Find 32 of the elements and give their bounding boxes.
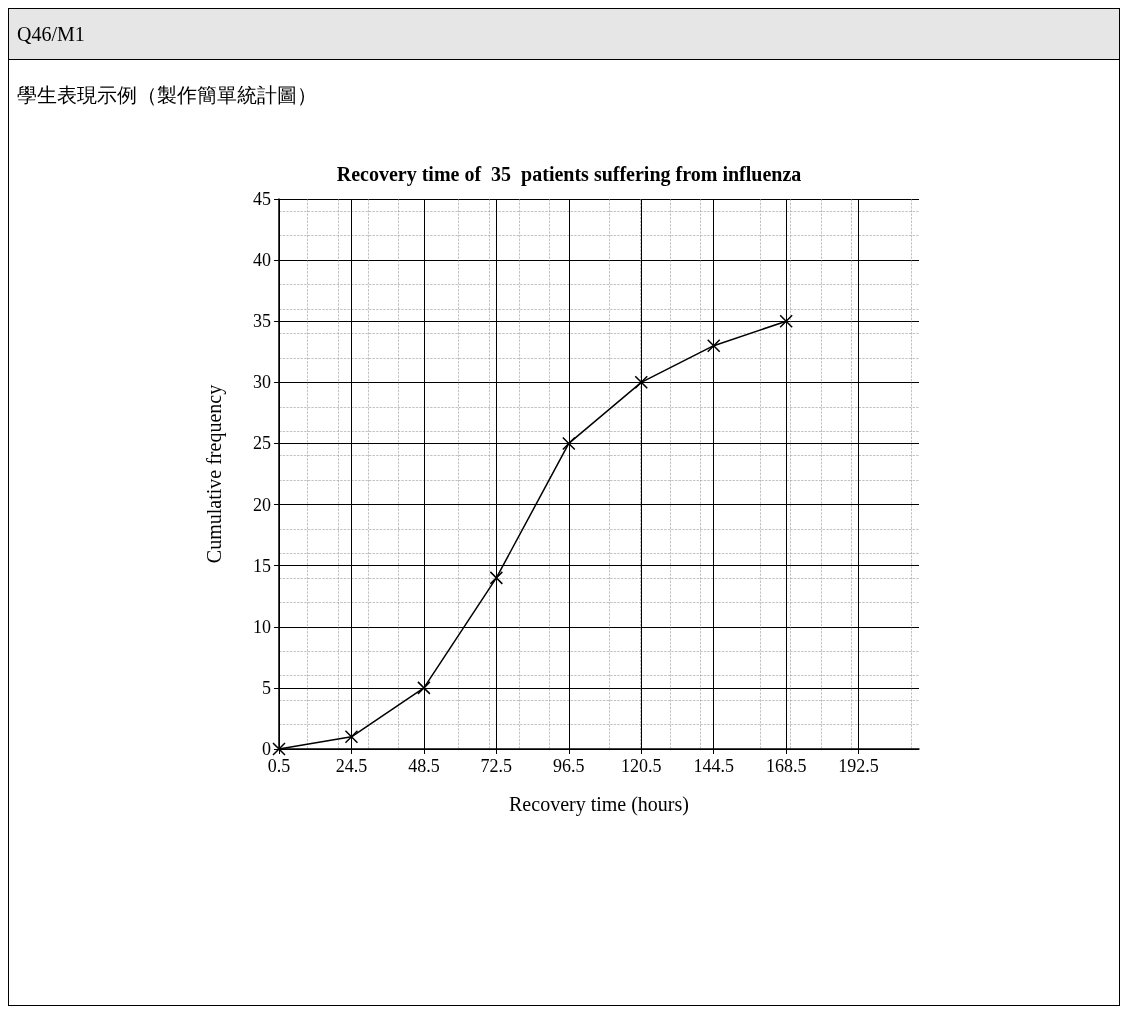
y-tick-label: 5 — [262, 677, 271, 698]
point — [562, 436, 576, 451]
y-tick-label: 40 — [253, 250, 271, 271]
point — [417, 681, 431, 695]
x-tick-label: 120.5 — [621, 756, 662, 776]
x-axis-title: Recovery time (hours) — [509, 793, 689, 816]
x-tick-label: 96.5 — [553, 756, 585, 776]
chart-title: Recovery time of 35 patients suffering from influenza — [336, 163, 802, 186]
point — [272, 742, 286, 756]
y-tick-label: 35 — [253, 311, 271, 332]
point — [634, 375, 649, 390]
point — [489, 571, 504, 585]
x-tick-label: 48.5 — [408, 756, 440, 776]
y-tick-label: 25 — [253, 433, 271, 454]
point — [706, 338, 721, 353]
x-tick-label: 168.5 — [765, 756, 807, 776]
text: 學生表現示例（製作簡單統計圖） — [16, 82, 318, 109]
x-tick-label: 144.5 — [693, 756, 734, 776]
x-tick-label: 24.5 — [335, 756, 368, 776]
point — [779, 314, 793, 328]
y-tick-label: 20 — [253, 494, 271, 515]
y-axis-title: Cumulative frequency — [203, 384, 226, 564]
x-tick-label: 0.5 — [267, 756, 291, 776]
text: Q46/M1 — [9, 9, 1119, 60]
point — [344, 730, 359, 744]
x-tick-label: 192.5 — [838, 756, 879, 776]
y-tick-label: 15 — [253, 555, 271, 576]
y-tick-label: 0 — [262, 739, 271, 759]
y-tick-label: 45 — [253, 189, 271, 209]
y-tick-label: 30 — [253, 372, 271, 393]
y-tick-label: 10 — [253, 616, 271, 637]
x-tick-label: 72.5 — [480, 756, 513, 776]
